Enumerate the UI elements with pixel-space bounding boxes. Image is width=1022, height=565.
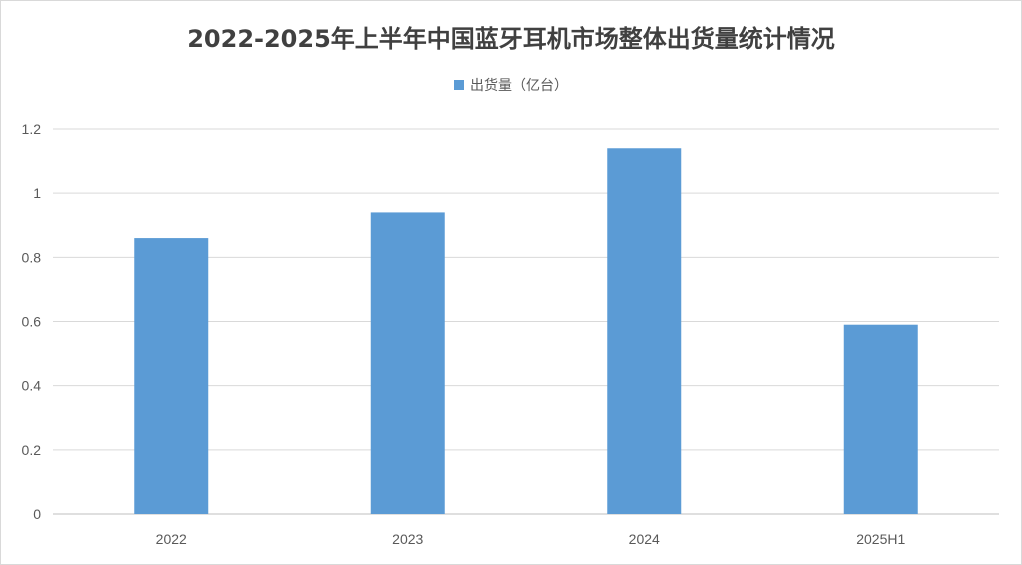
x-tick-label: 2023 (392, 531, 423, 547)
y-tick-label: 1 (33, 185, 41, 201)
x-tick-label: 2022 (156, 531, 187, 547)
legend: 出货量（亿台） (1, 75, 1021, 95)
legend-swatch (454, 80, 464, 90)
y-tick-label: 0.2 (22, 442, 42, 458)
bar-2023 (370, 212, 445, 514)
y-tick-label: 1.2 (22, 121, 42, 137)
x-tick-label: 2024 (629, 531, 660, 547)
y-tick-label: 0.4 (22, 378, 42, 394)
legend-label: 出货量（亿台） (470, 78, 568, 94)
bar-2024 (607, 148, 682, 514)
bar-2025H1 (843, 324, 918, 514)
y-tick-label: 0 (33, 506, 41, 522)
bar-2022 (134, 238, 209, 515)
y-tick-label: 0.8 (22, 249, 42, 265)
y-tick-label: 0.6 (22, 314, 42, 330)
x-tick-label: 2025H1 (856, 531, 905, 547)
chart-title: 2022-2025年上半年中国蓝牙耳机市场整体出货量统计情况 (187, 25, 835, 53)
